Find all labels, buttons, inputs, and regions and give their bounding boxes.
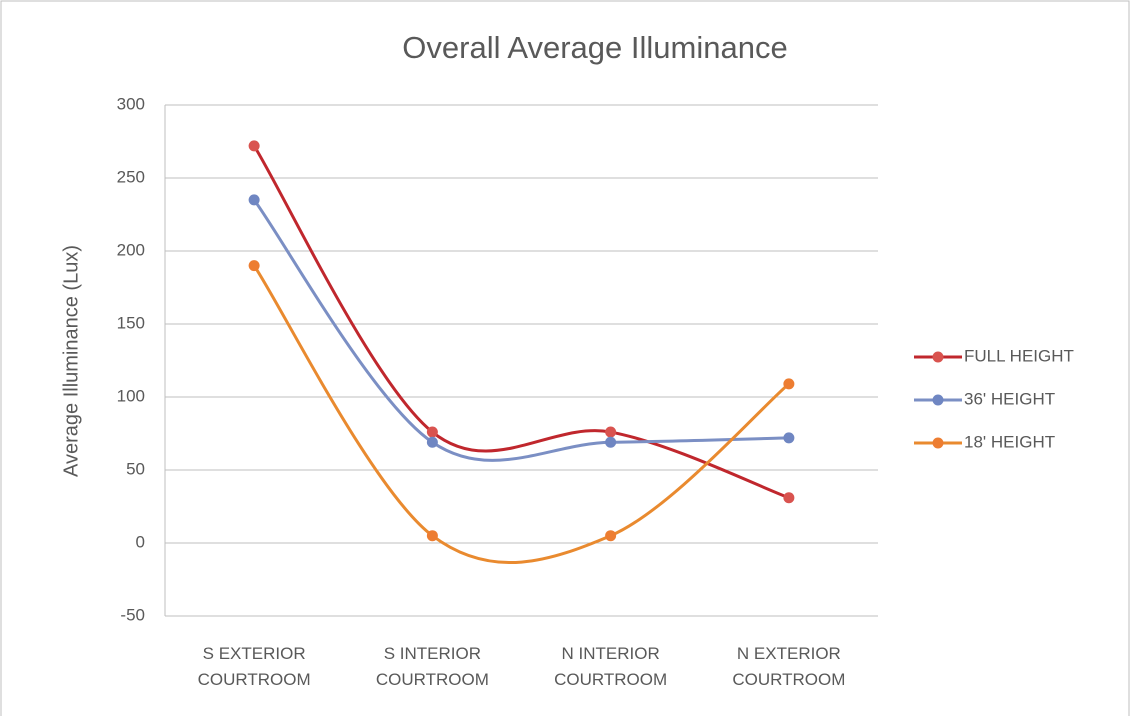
- legend-marker: [932, 437, 944, 449]
- x-tick-label: N EXTERIOR COURTROOM: [732, 644, 845, 689]
- y-tick-label: 0: [136, 532, 145, 551]
- data-point: [426, 426, 438, 438]
- x-tick-label: S INTERIOR COURTROOM: [376, 644, 489, 689]
- y-tick-label: 100: [117, 386, 145, 405]
- data-point: [248, 260, 260, 272]
- x-tick-label: S EXTERIOR COURTROOM: [198, 644, 311, 689]
- legend-label: 36' HEIGHT: [964, 389, 1055, 408]
- y-axis-label: Average Illuminance (Lux): [60, 245, 82, 477]
- data-point: [248, 194, 260, 206]
- data-point: [783, 432, 795, 444]
- y-tick-label: 150: [117, 313, 145, 332]
- data-point: [426, 436, 438, 448]
- data-point: [426, 530, 438, 542]
- y-tick-label: 200: [117, 240, 145, 259]
- y-tick-label: 300: [117, 94, 145, 113]
- data-point: [605, 426, 617, 438]
- legend-marker: [932, 394, 944, 406]
- legend-marker: [932, 351, 944, 363]
- y-tick-label: 250: [117, 167, 145, 186]
- series-line: [252, 145, 790, 500]
- chart-title: Overall Average Illuminance: [402, 30, 787, 65]
- y-tick-label: -50: [120, 605, 145, 624]
- legend-label: 18' HEIGHT: [964, 432, 1055, 451]
- data-point: [605, 530, 617, 542]
- data-point: [783, 492, 795, 504]
- x-tick-label: N INTERIOR COURTROOM: [554, 644, 667, 689]
- data-point: [783, 378, 795, 390]
- legend-label: FULL HEIGHT: [964, 346, 1074, 365]
- series-line: [252, 264, 790, 564]
- y-tick-label: 50: [126, 459, 145, 478]
- series-line: [252, 199, 789, 462]
- data-point: [605, 436, 617, 448]
- data-point: [248, 140, 260, 152]
